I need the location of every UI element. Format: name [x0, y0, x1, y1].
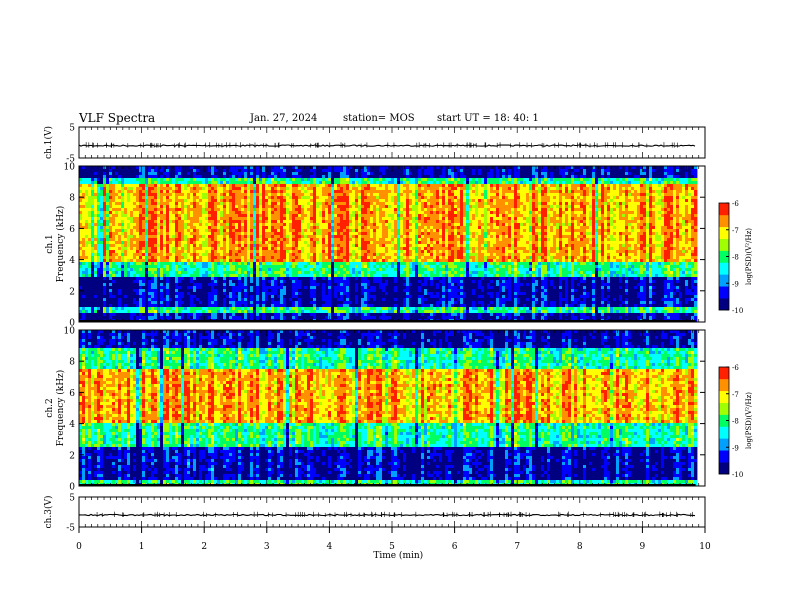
colorbar-tick-label-ch2: -10: [732, 471, 743, 479]
spectrogram-ch1: [79, 166, 698, 323]
colorbar-ch2: [718, 366, 730, 475]
colorbar-tick-label-ch1: -9: [732, 280, 739, 288]
ytick-label-ch1: 8: [69, 194, 75, 204]
start-time-label: start UT = 18: 40: 1: [437, 113, 539, 124]
colorbar-tick-label-ch1: -10: [732, 307, 743, 315]
ytick-label-ch2: 4: [69, 420, 75, 430]
ytick-label-ch1: 0: [69, 319, 75, 329]
colorbar-tick-label-ch2: -6: [732, 364, 739, 372]
ylabel-freq-ch2: Frequency (kHz): [55, 370, 66, 447]
xaxis-tick-label: 1: [139, 542, 145, 552]
colorbar-label-ch1: log(PSD)(V²/Hz): [745, 228, 753, 285]
ytick-label-ch2: 0: [69, 483, 75, 493]
ytick-label-ch3: 5: [69, 494, 75, 504]
colorbar-tick-label-ch1: -6: [732, 200, 739, 208]
ytick-label-ch2: 10: [64, 327, 76, 337]
colorbar-tick-label-ch2: -7: [732, 391, 739, 399]
ytick-label-ch1: 6: [69, 225, 75, 235]
colorbar-tick-label-ch1: -7: [732, 227, 739, 235]
xaxis-tick-label: 2: [201, 542, 207, 552]
colorbar-tick-label-ch2: -9: [732, 444, 739, 452]
station-label: station= MOS: [343, 113, 415, 124]
xaxis-tick-label: 5: [389, 542, 395, 552]
xaxis-tick-label: 0: [76, 542, 82, 552]
ylabel-ch1: ch.1(V): [43, 126, 54, 159]
ytick-label-ch1: 4: [69, 256, 75, 266]
baseline-ch2: [79, 484, 696, 486]
waveform-line-ch3: [79, 513, 696, 517]
xaxis-tick-label: 6: [452, 542, 458, 552]
xaxis-tick-label: 8: [577, 542, 583, 552]
ylabel-freq-ch1: Frequency (kHz): [55, 206, 66, 283]
colorbar-label-ch2: log(PSD)(V²/Hz): [745, 392, 753, 449]
ytick-label-ch2: 6: [69, 389, 75, 399]
ytick-label-ch1: 5: [69, 124, 75, 134]
ytick-label-ch2: 2: [69, 451, 75, 461]
waveform-line-ch1: [78, 144, 696, 147]
colorbar-tick-label-ch1: -8: [732, 254, 739, 262]
xaxis-tick-label: 7: [514, 542, 520, 552]
xaxis-label: Time (min): [373, 550, 423, 561]
baseline-ch1: [79, 320, 696, 322]
ytick-label-ch1: 2: [69, 287, 75, 297]
ytick-label-ch3: -5: [66, 524, 75, 534]
colorbar-tick-label-ch2: -8: [732, 418, 739, 426]
xaxis-tick-label: 10: [699, 542, 711, 552]
ylabel-ch1: ch.1: [45, 234, 55, 253]
spectrogram-ch2: [79, 330, 698, 487]
date-label: Jan. 27, 2024: [250, 113, 317, 124]
ytick-label-ch2: 8: [69, 358, 75, 368]
xaxis-tick-label: 4: [327, 542, 333, 552]
ylabel-ch2: ch.2: [45, 398, 55, 417]
xaxis-tick-label: 3: [264, 542, 270, 552]
xaxis-tick-label: 9: [640, 542, 646, 552]
chart-title: VLF Spectra: [79, 111, 155, 125]
ytick-label-ch1: -5: [66, 155, 75, 165]
ytick-label-ch1: 10: [64, 163, 76, 173]
ylabel-ch3: ch.3(V): [43, 496, 54, 529]
